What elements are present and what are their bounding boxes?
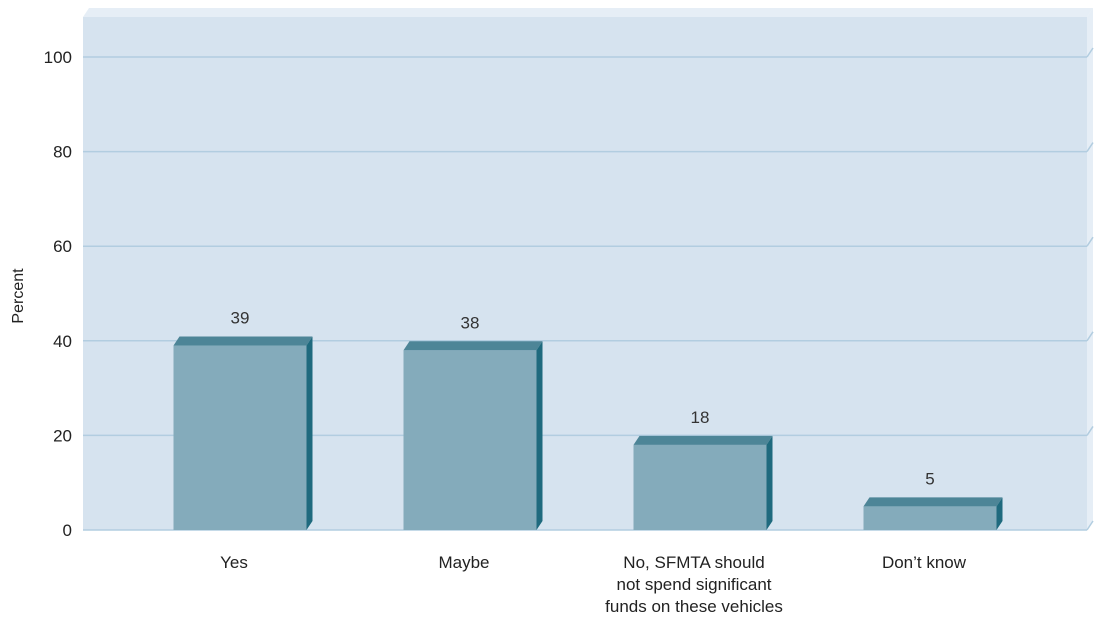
data-label: 18 — [691, 408, 710, 427]
bar-side-face — [766, 435, 773, 530]
plot-right-face — [1087, 8, 1093, 530]
x-category-label-line: Maybe — [438, 553, 489, 572]
gridline-depth — [1086, 520, 1094, 531]
bar — [403, 350, 537, 530]
bar-top-face — [173, 336, 313, 346]
data-label: 39 — [231, 309, 250, 328]
x-category-label: Maybe — [438, 553, 489, 572]
bars: 39 38 18 5 — [173, 309, 1003, 530]
bar-group: 18 — [633, 408, 773, 530]
y-tick-label: 40 — [53, 332, 72, 351]
plot-top-face — [83, 8, 1093, 17]
x-category-label-line: Don’t know — [882, 553, 967, 572]
y-tick-label: 60 — [53, 237, 72, 256]
gridline-depth — [1086, 331, 1094, 342]
y-tick-label: 20 — [53, 426, 72, 445]
x-category-label: Yes — [220, 553, 248, 572]
bar-group: 38 — [403, 313, 543, 530]
bar — [863, 506, 997, 530]
y-tick-label: 0 — [63, 521, 72, 540]
y-tick-label: 80 — [53, 143, 72, 162]
bar-side-face — [536, 341, 543, 530]
bar-side-face — [996, 497, 1003, 530]
x-category-label-line: not spend significant — [617, 575, 772, 594]
bar-top-face — [863, 497, 1003, 507]
x-category-label-line: funds on these vehicles — [605, 597, 783, 616]
bar-side-face — [306, 336, 313, 530]
gridline-depth — [1086, 142, 1094, 153]
bar-group: 39 — [173, 309, 313, 530]
x-category-label-line: No, SFMTA should — [623, 553, 764, 572]
y-axis-title: Percent — [10, 268, 27, 324]
data-label: 5 — [925, 469, 934, 488]
gridline-depth — [1086, 425, 1094, 436]
bar-top-face — [633, 435, 773, 445]
bar — [633, 444, 767, 530]
y-tick-label: 100 — [44, 48, 72, 67]
y-axis-ticks: 0 20 40 60 80 100 — [44, 48, 72, 540]
bar-top-face — [403, 341, 543, 351]
gridline-depth — [1086, 47, 1094, 58]
bar — [173, 345, 307, 530]
x-category-label-line: Yes — [220, 553, 248, 572]
x-axis-labels: Yes Maybe No, SFMTA should not spend signif… — [220, 553, 967, 616]
data-label: 38 — [461, 313, 480, 332]
bar-group: 5 — [863, 469, 1003, 530]
x-category-label: No, SFMTA should not spend significant fun… — [605, 553, 783, 616]
gridline-depth — [1086, 236, 1094, 247]
x-category-label: Don’t know — [882, 553, 967, 572]
